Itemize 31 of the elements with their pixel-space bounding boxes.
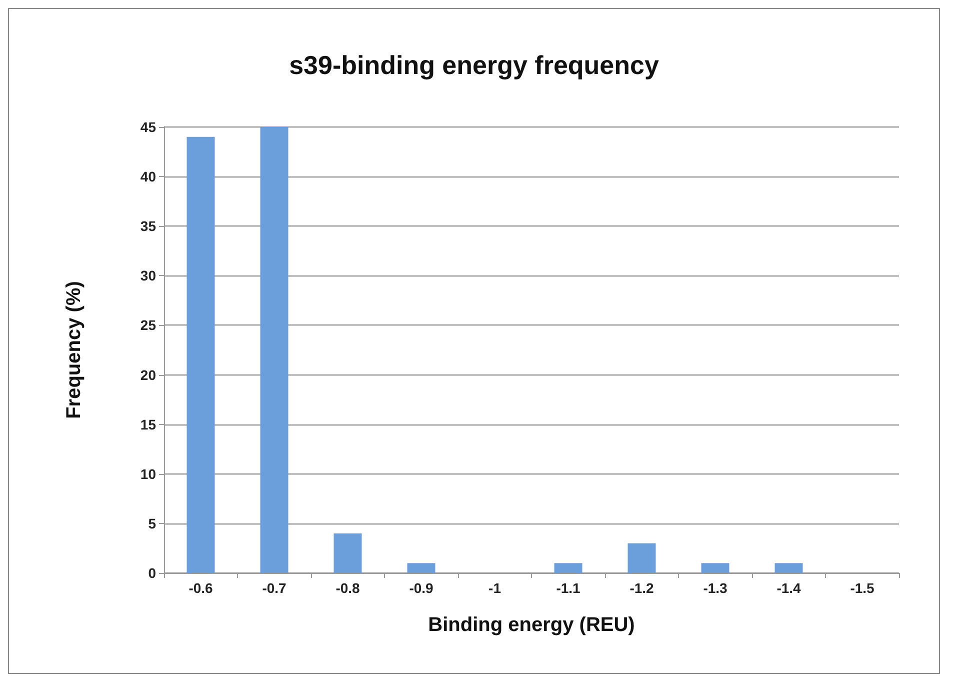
x-tick-label: -1.3 — [703, 580, 728, 596]
bar — [407, 563, 436, 573]
bar — [554, 563, 582, 573]
x-axis-title: Binding energy (REU) — [428, 614, 635, 636]
x-tick-label: -0.6 — [188, 580, 214, 596]
y-tick-label: 40 — [140, 168, 156, 185]
x-tick-label: -1.4 — [776, 580, 802, 596]
bar — [701, 563, 730, 573]
y-tick-label: 10 — [140, 466, 156, 482]
bar — [774, 563, 803, 573]
y-tick-label: 0 — [148, 565, 156, 581]
y-tick-label: 25 — [140, 317, 156, 334]
x-tick-label: -0.7 — [262, 580, 287, 596]
x-tick-label: -0.8 — [336, 580, 360, 596]
x-tick-label: -1 — [488, 580, 502, 596]
y-tick-label: 5 — [148, 515, 156, 532]
y-tick-label: 15 — [140, 416, 156, 432]
bar — [334, 533, 362, 573]
y-tick-label: 20 — [140, 366, 156, 383]
x-tick-label: -0.9 — [409, 580, 434, 596]
y-tick-label: 30 — [140, 268, 156, 284]
bar — [628, 543, 656, 573]
bar — [260, 127, 288, 573]
y-axis-title: Frequency (%) — [63, 281, 85, 419]
y-tick-label: 45 — [140, 119, 156, 135]
x-tick-label: -1.2 — [630, 580, 654, 596]
x-tick-label: -1.1 — [556, 580, 581, 596]
bar — [186, 136, 215, 573]
y-tick-label: 35 — [140, 218, 156, 234]
x-tick-label: -1.5 — [850, 580, 875, 596]
chart-title: s39-binding energy frequency — [289, 50, 660, 80]
